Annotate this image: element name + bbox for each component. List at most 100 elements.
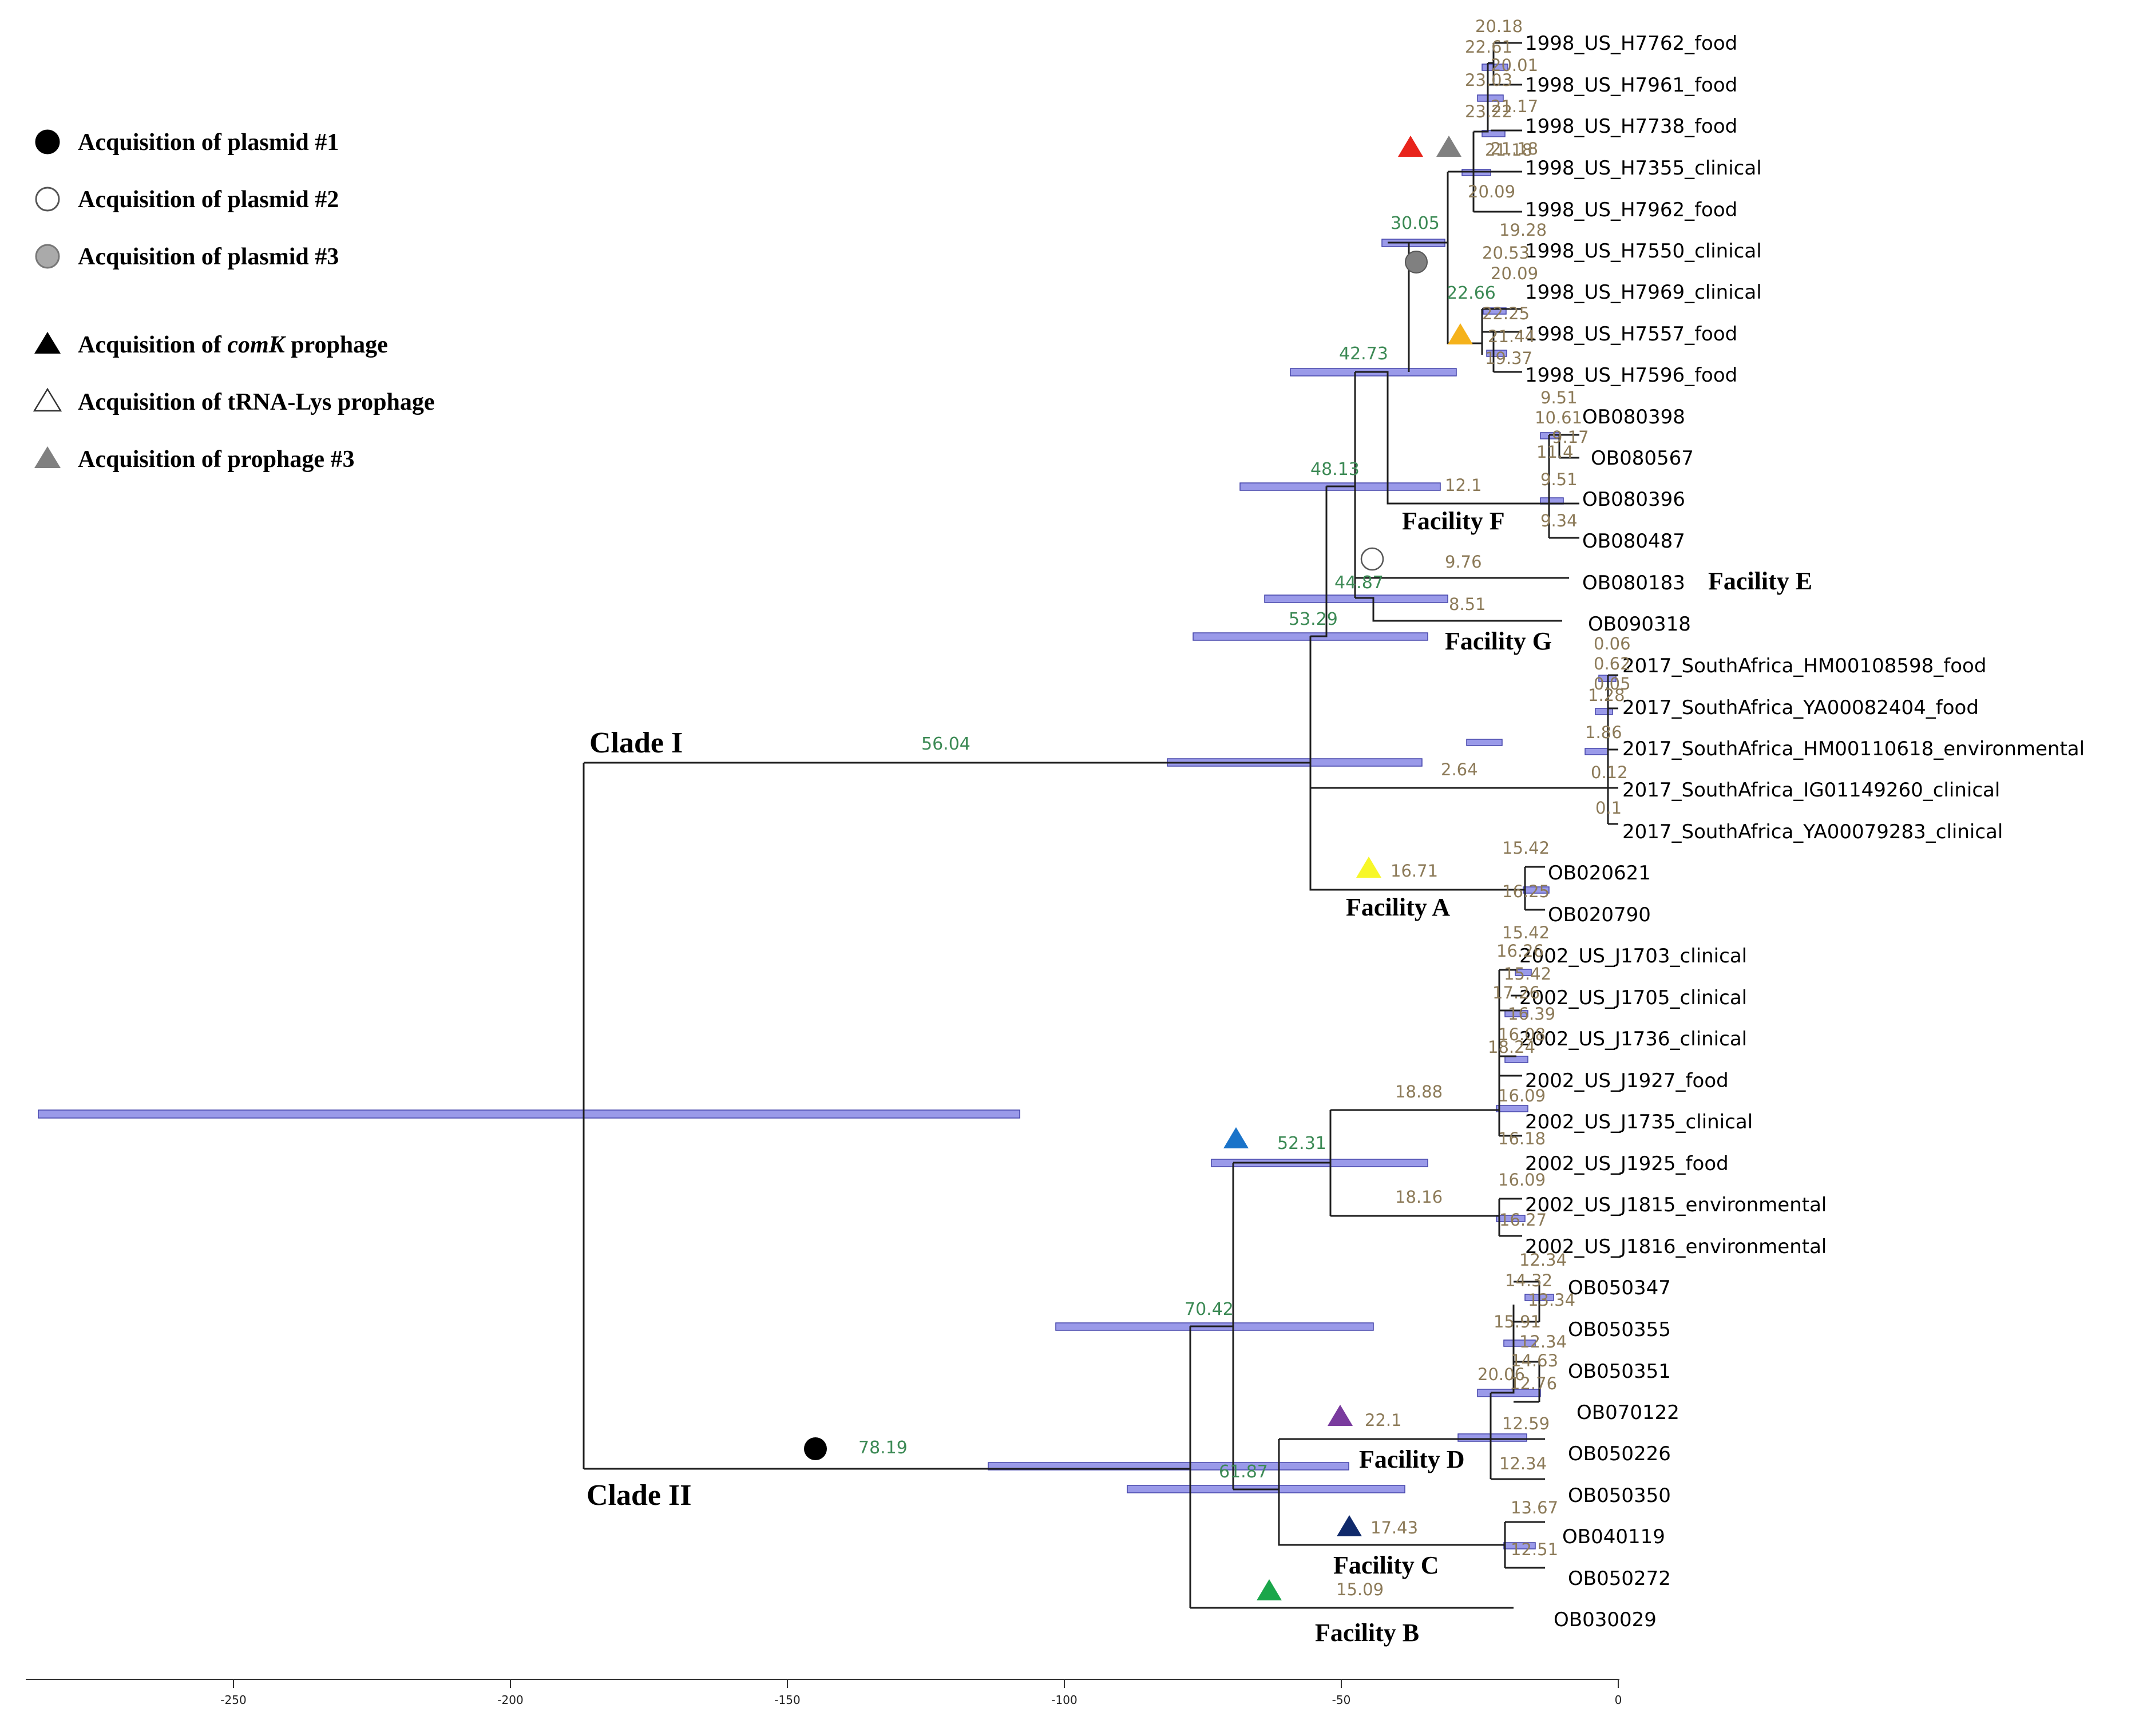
node-label: 18.24 xyxy=(1488,1037,1535,1057)
facility-label-F: Facility F xyxy=(1402,507,1505,535)
tip-label: 2017_SouthAfrica_YA00082404_food xyxy=(1622,696,1979,719)
branch-label: 17.43 xyxy=(1370,1518,1418,1537)
tip-label: 2002_US_J1735_clinical xyxy=(1525,1111,1753,1133)
branch-label: 9.76 xyxy=(1445,552,1482,572)
node-label: 21.17 xyxy=(1491,97,1538,116)
hpd-bar-root xyxy=(38,1109,1020,1119)
tip-label: 1998_US_H7962_food xyxy=(1525,199,1737,221)
branch-facA-tips xyxy=(1524,866,1545,911)
node-label: 23.22 xyxy=(1465,102,1512,121)
tip-label: OB020790 xyxy=(1548,903,1651,926)
node-label: 21.18 xyxy=(1491,139,1538,158)
node-label: 12.59 xyxy=(1502,1414,1550,1433)
axis-tick-label: -50 xyxy=(1332,1693,1351,1707)
hpd-bar-sm14 xyxy=(1496,1105,1528,1112)
tip-label: OB080567 xyxy=(1591,447,1694,470)
hpd-bar-sm7 xyxy=(1486,350,1507,357)
node-label: 15.42 xyxy=(1504,964,1551,984)
hpd-bar-facD xyxy=(1457,1433,1527,1442)
marker-plasmid2-circle xyxy=(1360,547,1384,571)
legend-comk-label: Acquisition of comK prophage xyxy=(78,332,388,358)
branch-ob05-tips xyxy=(1490,1281,1545,1480)
tip-label: OB050351 xyxy=(1568,1360,1671,1383)
legend-comk-icon xyxy=(34,332,61,354)
branch-label: 56.04 xyxy=(921,734,971,754)
node-label: 23.03 xyxy=(1465,70,1512,90)
marker-orange-triangle xyxy=(1448,323,1473,344)
marker-purple-triangle xyxy=(1328,1405,1353,1426)
node-label: 19.37 xyxy=(1485,348,1532,368)
legend-plasmid2-label: Acquisition of plasmid #2 xyxy=(78,187,339,213)
node-label: 16.09 xyxy=(1498,1086,1546,1105)
tip-label: 2017_SouthAfrica_YA00079283_clinical xyxy=(1622,821,2003,843)
tip-label: 2017_SouthAfrica_HM00108598_food xyxy=(1622,655,1986,677)
node-label: 20.09 xyxy=(1491,264,1538,283)
marker-yellow-triangle xyxy=(1356,857,1381,878)
node-label: 17.26 xyxy=(1492,983,1540,1002)
tip-label: OB030029 xyxy=(1554,1608,1657,1631)
node-label: 15.42 xyxy=(1502,923,1550,942)
tip-label: 1998_US_H7961_food xyxy=(1525,74,1737,97)
node-label: 12.34 xyxy=(1519,1332,1567,1351)
branch-label: 22.66 xyxy=(1447,283,1496,303)
facility-label-D: Facility D xyxy=(1359,1445,1465,1473)
legend-comk-post: prophage xyxy=(285,332,388,358)
node-label: 16.26 xyxy=(1496,941,1544,961)
tree-branches xyxy=(583,42,1618,1609)
node-label: 12.51 xyxy=(1511,1540,1558,1559)
node-label: 0.05 xyxy=(1594,674,1631,693)
facility-label-G: Facility G xyxy=(1445,627,1552,655)
branch-label: 12.1 xyxy=(1445,475,1482,495)
branch-label: 52.31 xyxy=(1277,1133,1326,1154)
tip-label: 2002_US_J1736_clinical xyxy=(1519,1028,1747,1051)
tip-label: 1998_US_H7738_food xyxy=(1525,115,1737,138)
tip-label: 2002_US_J1703_clinical xyxy=(1519,945,1747,968)
node-label: 0.12 xyxy=(1591,763,1628,782)
group-labels: Clade I Clade II Facility F Facility E F… xyxy=(587,507,1812,1647)
branch-n53-to-facA xyxy=(1309,636,1525,891)
facility-label-B: Facility B xyxy=(1315,1619,1419,1647)
node-label: 12.76 xyxy=(1510,1374,1557,1393)
tip-label: 1998_US_H7762_food xyxy=(1525,32,1737,55)
branch-h-lower xyxy=(1481,308,1522,373)
branch-label: 18.16 xyxy=(1395,1187,1443,1207)
tip-label: 1998_US_H7355_clinical xyxy=(1525,157,1762,180)
branch-label: 48.13 xyxy=(1310,459,1360,479)
tip-label: OB090318 xyxy=(1588,613,1691,636)
tip-label: 2017_SouthAfrica_HM00110618_environmenta… xyxy=(1622,738,2085,760)
marker-gray-triangle xyxy=(1436,136,1461,157)
node-label: 14.32 xyxy=(1505,1271,1552,1290)
legend-plasmid1-label: Acquisition of plasmid #1 xyxy=(78,129,339,156)
hpd-bar-sm18 xyxy=(1496,1215,1526,1222)
legend-plasmid2-icon xyxy=(35,187,60,212)
branch-sa-tips xyxy=(1607,674,1618,825)
node-label: 1.28 xyxy=(1588,685,1625,705)
node-label: 11.4 xyxy=(1536,442,1574,462)
tip-label: 2002_US_J1705_clinical xyxy=(1519,986,1747,1009)
tip-label: OB040119 xyxy=(1562,1525,1665,1548)
tip-label: 2002_US_J1816_environmental xyxy=(1525,1235,1827,1258)
marker-blue-triangle xyxy=(1223,1127,1249,1148)
node-label: 9.17 xyxy=(1552,427,1589,447)
branch-n48-vertical xyxy=(1310,486,1328,637)
node-label: 9.34 xyxy=(1540,511,1578,530)
event-markers xyxy=(804,136,1473,1600)
tip-label: 1998_US_H7596_food xyxy=(1525,364,1737,387)
node-label: 22.25 xyxy=(1482,304,1530,323)
branch-h-group xyxy=(1447,171,1473,243)
node-label: 0.06 xyxy=(1594,634,1631,653)
node-label: 0.1 xyxy=(1595,798,1622,818)
node-label: 10.61 xyxy=(1535,408,1582,427)
tip-label: OB080487 xyxy=(1582,530,1685,553)
branch-h-subtree xyxy=(1472,42,1522,213)
legend-plasmid3-label: Acquisition of plasmid #3 xyxy=(78,244,339,270)
tip-label: 1998_US_H7557_food xyxy=(1525,323,1737,346)
hpd-bar-sm1 xyxy=(1466,739,1503,746)
node-label: 13.67 xyxy=(1511,1498,1558,1517)
hpd-bar-sm20 xyxy=(1503,1339,1536,1347)
hpd-bar-sm15 xyxy=(1504,1056,1528,1063)
node-label: 12.34 xyxy=(1499,1454,1547,1473)
branch-label: 22.1 xyxy=(1365,1410,1402,1430)
branch-label: 42.73 xyxy=(1339,344,1388,364)
